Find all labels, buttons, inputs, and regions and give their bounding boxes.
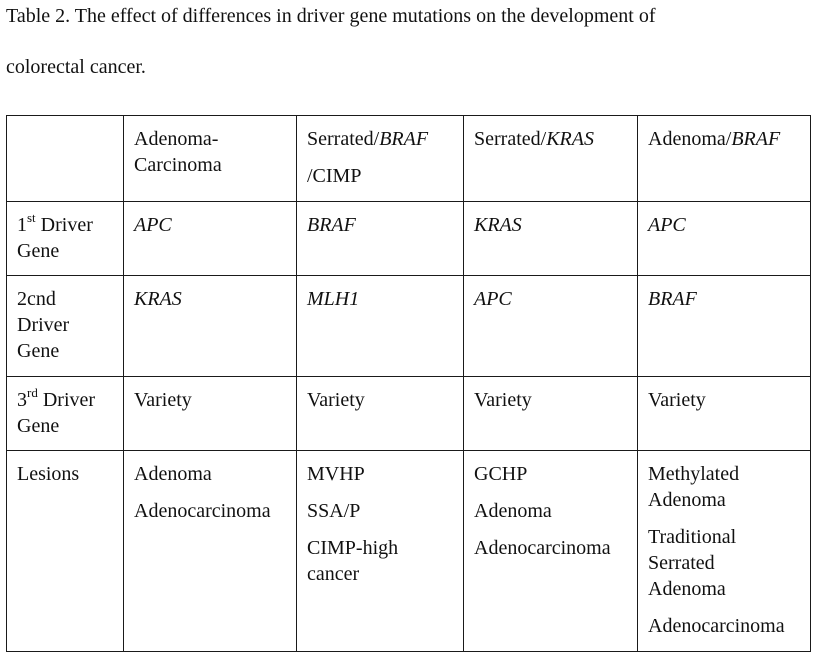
header-col2-line1: Adenoma- <box>134 128 219 150</box>
header-serrated-braf-cimp: Serrated/BRAF /CIMP <box>296 115 464 202</box>
header-adenoma-carcinoma: Adenoma- Carcinoma <box>123 115 297 202</box>
header-col5-part-b: BRAF <box>731 128 781 150</box>
cell-lesions-adenoma-carcinoma: Adenoma Adenocarcinoma <box>123 450 297 652</box>
header-col5-part-a: Adenoma/ <box>648 128 732 150</box>
cell-lesions-adenoma-braf: Methylated Adenoma Traditional Serrated … <box>637 450 811 652</box>
table-row-second-driver: 2cnd Driver Gene KRAS MLH1 APC BRAF <box>6 275 811 377</box>
lesion-item: Adenocarcinoma <box>648 615 785 637</box>
lesion-item: GCHP <box>474 463 528 485</box>
lesion-item: Adenocarcinoma <box>474 537 611 559</box>
header-col3-part-b: BRAF <box>379 128 429 150</box>
header-row: Adenoma- Carcinoma Serrated/BRAF /CIMP S… <box>6 115 811 202</box>
cell-first-driver-serrated-kras: KRAS <box>463 201 638 276</box>
row-label-third-driver: 3rd Driver Gene <box>6 376 124 451</box>
cell-first-driver-serrated-braf: BRAF <box>296 201 464 276</box>
table-row-lesions: Lesions Adenoma Adenocarcinoma MVHP SSA/… <box>6 450 811 652</box>
row-label-first-driver: 1st Driver Gene <box>6 201 124 276</box>
row-label-lesions: Lesions <box>6 450 124 652</box>
lesion-item: Adenoma <box>134 463 212 485</box>
cell-third-driver-adenoma-braf: Variety <box>637 376 811 451</box>
lesion-item: Adenocarcinoma <box>134 500 271 522</box>
header-adenoma-braf: Adenoma/BRAF <box>637 115 811 202</box>
lesion-item: CIMP-high cancer <box>307 537 399 585</box>
cell-first-driver-adenoma-carcinoma: APC <box>123 201 297 276</box>
header-serrated-kras: Serrated/KRAS <box>463 115 638 202</box>
lesion-item: Traditional Serrated Adenoma <box>648 526 737 600</box>
superscript: st <box>27 210 36 226</box>
row-label-second-driver: 2cnd Driver Gene <box>6 275 124 377</box>
driver-gene-table: Adenoma- Carcinoma Serrated/BRAF /CIMP S… <box>6 115 811 652</box>
header-col4-part-b: KRAS <box>546 128 594 150</box>
lesion-item: Adenoma <box>474 500 552 522</box>
table-row-third-driver: 3rd Driver Gene Variety Variety Variety … <box>6 376 811 451</box>
lesion-item: SSA/P <box>307 500 361 522</box>
cell-third-driver-adenoma-carcinoma: Variety <box>123 376 297 451</box>
table-caption-line-1: Table 2. The effect of differences in dr… <box>6 5 656 27</box>
lesion-item: Methylated Adenoma <box>648 463 740 511</box>
cell-second-driver-adenoma-carcinoma: KRAS <box>123 275 297 377</box>
table-row-first-driver: 1st Driver Gene APC BRAF KRAS APC <box>6 201 811 276</box>
header-col3-part-a: Serrated/ <box>307 128 380 150</box>
superscript: rd <box>27 385 38 401</box>
cell-second-driver-serrated-braf: MLH1 <box>296 275 464 377</box>
lesion-item: MVHP <box>307 463 365 485</box>
cell-second-driver-serrated-kras: APC <box>463 275 638 377</box>
cell-lesions-serrated-braf: MVHP SSA/P CIMP-high cancer <box>296 450 464 652</box>
cell-second-driver-adenoma-braf: BRAF <box>637 275 811 377</box>
header-col3-part-c: /CIMP <box>307 165 362 187</box>
header-empty-cell <box>6 115 124 202</box>
header-col2-line2: Carcinoma <box>134 154 222 176</box>
cell-first-driver-adenoma-braf: APC <box>637 201 811 276</box>
cell-third-driver-serrated-braf: Variety <box>296 376 464 451</box>
table-caption-line-2: colorectal cancer. <box>6 56 146 78</box>
cell-third-driver-serrated-kras: Variety <box>463 376 638 451</box>
cell-lesions-serrated-kras: GCHP Adenoma Adenocarcinoma <box>463 450 638 652</box>
header-col4-part-a: Serrated/ <box>474 128 547 150</box>
